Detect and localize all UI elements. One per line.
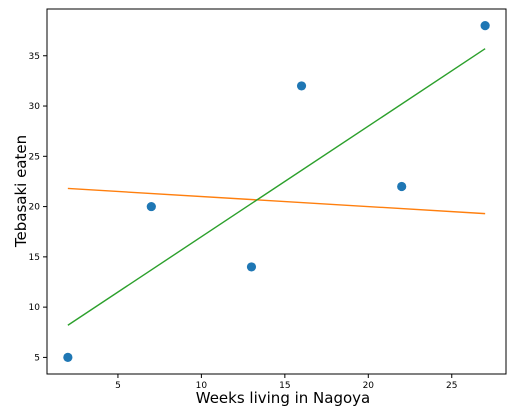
- plot-frame: [46, 8, 507, 375]
- data-point: [296, 81, 307, 91]
- data-points: [63, 20, 490, 363]
- fit-line-1: [67, 187, 486, 215]
- x-tick-label: 10: [196, 381, 208, 391]
- y-tick-label: 10: [29, 303, 41, 313]
- y-tick-label: 35: [29, 52, 40, 62]
- x-tick-label: 15: [279, 381, 290, 391]
- plot-area: [46, 8, 507, 375]
- x-tick-label: 20: [363, 381, 375, 391]
- y-tick-label: 20: [29, 203, 41, 213]
- x-tick-label: 25: [446, 381, 457, 391]
- y-tick-label: 25: [29, 152, 40, 162]
- data-point: [246, 262, 257, 272]
- y-axis-label: Tebasaki eaten: [12, 135, 30, 248]
- x-tick-label: 5: [115, 381, 121, 391]
- y-tick-label: 15: [29, 253, 40, 263]
- data-point: [397, 181, 407, 192]
- y-axis-ticks: 5 10 15 20 25 30 35: [29, 52, 47, 363]
- x-axis-ticks: 5 10 15 20 25: [115, 374, 457, 391]
- data-point: [146, 201, 156, 212]
- y-tick-label: 30: [29, 102, 41, 112]
- fit-line-2: [67, 48, 486, 326]
- data-point: [480, 20, 490, 31]
- fit-lines: [67, 48, 486, 326]
- y-tick-label: 5: [34, 353, 40, 363]
- data-point: [63, 352, 73, 363]
- x-axis-label: Weeks living in Nagoya: [196, 389, 370, 407]
